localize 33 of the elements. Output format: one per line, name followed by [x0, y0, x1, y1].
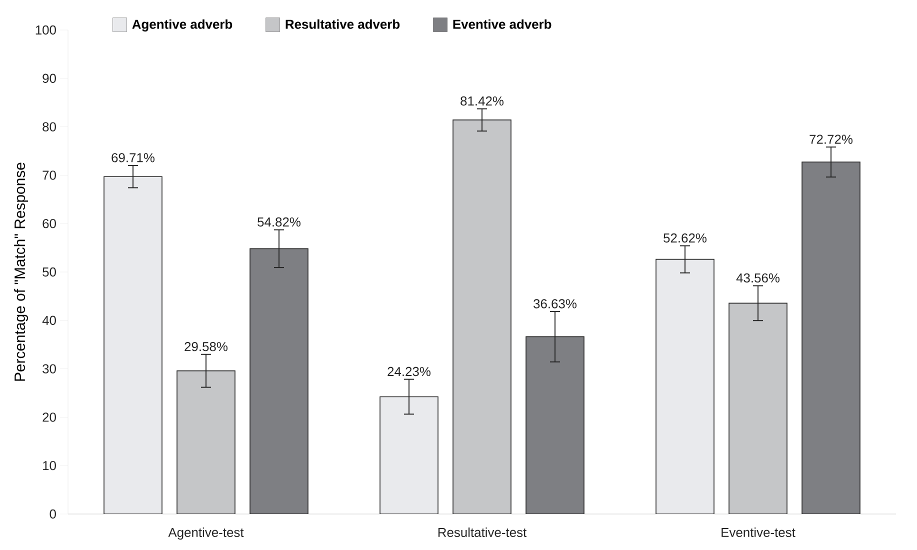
y-tick-label: 80 — [42, 122, 56, 132]
legend-label: Resultative adverb — [286, 19, 400, 29]
bar — [802, 162, 860, 514]
x-tick-label: Agentive-test — [168, 528, 244, 540]
x-tick-label: Resultative-test — [438, 528, 527, 538]
y-tick-label: 40 — [42, 316, 56, 325]
y-tick-label: 90 — [42, 74, 56, 83]
bar — [250, 248, 308, 514]
data-label: 52.62% — [664, 233, 707, 243]
data-label: 81.42% — [460, 96, 504, 106]
y-tick-label: 100 — [36, 25, 56, 35]
data-label: 24.23% — [388, 366, 431, 376]
legend-label: Agentive adverb — [132, 19, 232, 32]
data-label: 43.56% — [736, 273, 780, 283]
y-axis-title: Percentage of "Match" Response — [14, 162, 28, 381]
data-label: 36.63% — [534, 299, 577, 308]
bar — [526, 336, 584, 514]
y-tick-label: 70 — [42, 170, 56, 180]
bar — [380, 396, 438, 514]
y-tick-label: 10 — [43, 461, 56, 470]
y-tick-label: 30 — [42, 364, 56, 374]
y-tick-label: 60 — [42, 219, 56, 228]
data-label: 54.82% — [258, 217, 301, 227]
y-tick-label: 0 — [50, 509, 56, 519]
bar — [656, 258, 714, 514]
y-tick-label: 50 — [42, 267, 56, 277]
x-tick-label: Eventive-test — [722, 528, 796, 538]
data-label: 69.71% — [112, 153, 155, 162]
y-tick-label: 20 — [42, 412, 56, 422]
data-label: 72.72% — [810, 134, 853, 144]
legend-label: Eventive adverb — [453, 19, 552, 29]
data-label: 29.58% — [184, 342, 228, 352]
bar — [104, 176, 162, 514]
